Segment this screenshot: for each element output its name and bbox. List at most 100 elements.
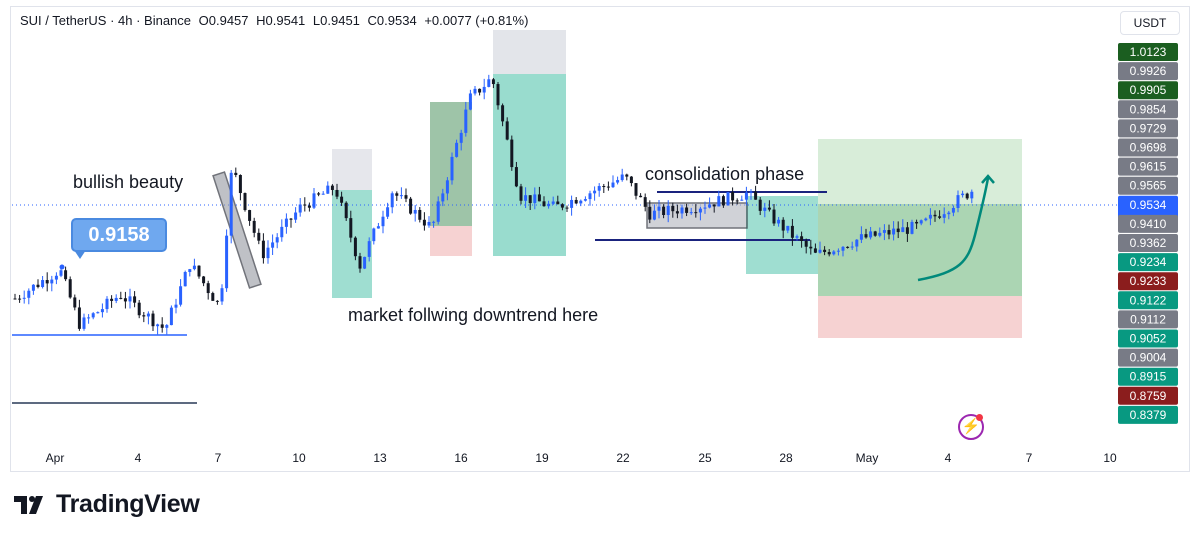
candle-body [616,180,620,183]
candle-body [450,156,454,181]
candle-body [795,236,799,238]
candle-body [197,265,201,277]
candle-body [836,250,840,252]
candle-body [390,193,394,208]
candle-body [878,232,882,236]
candle-body [473,88,477,94]
x-tick-label: 4 [135,451,142,465]
stop-zone [818,296,1022,338]
candle-body [652,210,656,220]
candle-body [110,298,114,301]
candle-body [261,240,265,259]
candle-body [358,256,362,269]
annotation-bullish[interactable]: bullish beauty [73,172,184,192]
candle-body [882,230,886,233]
candle-body [800,236,804,241]
entry-zone [493,74,566,256]
candle-body [413,209,417,214]
candle-body [528,195,532,204]
candle-body [31,284,35,291]
candle-body [114,297,118,301]
candle-body [887,230,891,235]
projection-curve [917,177,990,282]
candle-body [160,324,164,328]
candle-body [491,79,495,85]
change-value: +0.0077 (+0.81%) [424,13,529,28]
candle-body [570,199,574,208]
candle-body [441,193,445,202]
candle-body [786,225,790,231]
candle-body [119,297,123,299]
candle-body [455,142,459,157]
price-label-bg [1118,62,1178,81]
candle-body [639,195,643,198]
annotation-downtrend[interactable]: market follwing downtrend here [348,305,599,325]
price-label: 0.9854 [1130,102,1167,116]
candle-body [583,199,587,201]
x-tick-label: 13 [373,451,387,465]
price-label-bg [1118,272,1178,291]
low-value: L0.9451 [312,13,360,28]
candle-body [436,201,440,222]
candle-body [703,207,707,209]
candle-body [634,183,638,196]
brand-name: TradingView [56,490,200,518]
symbol-label[interactable]: SUI / TetherUS · 4h · Binance [20,13,192,28]
candle-body [827,252,831,255]
candle-body [896,228,900,233]
candle-body [363,256,367,269]
candle-body [312,193,316,208]
candle-body [280,226,284,238]
candle-body [542,201,546,207]
candle-body [427,221,431,226]
candle-body [123,298,127,302]
candle-body [91,313,95,318]
entry-zone [746,196,818,274]
candle-body [547,203,551,207]
candle-body [422,219,426,226]
candle-body [781,219,785,231]
candle-body [238,174,242,194]
consolidation-box [646,202,748,229]
candle-body [432,221,436,223]
price-label-bg [1118,405,1178,424]
candle-body [45,280,49,284]
price-label: 0.9234 [1130,255,1167,269]
candle-body [151,313,155,327]
candle-body [501,105,505,122]
candle-body [464,109,468,133]
candle-body [100,309,104,313]
candle-body [445,180,449,194]
candle-body [620,174,624,181]
candle-body [496,84,500,106]
annotation-consolidation[interactable]: consolidation phase [645,164,805,184]
tradingview-logo[interactable]: TradingView [14,490,200,519]
candle-body [82,317,86,329]
price-callout[interactable]: 0.9158 [71,218,167,252]
candle-body [790,225,794,238]
candle-body [629,176,633,184]
currency-button[interactable]: USDT [1120,11,1180,35]
candle-body [418,209,422,220]
candle-body [27,290,31,298]
candle-body [915,221,919,224]
candle-body [712,204,716,207]
candle-body [643,197,647,207]
candle-body [298,204,302,213]
open-value: O0.9457 [198,13,249,28]
supply-zone [493,30,566,74]
candle-body [330,185,334,190]
candle-body [841,246,845,251]
candle-body [938,216,942,218]
price-label-bg [1118,81,1178,100]
candle-body [487,79,491,87]
candle-body [961,193,965,196]
candle-body [689,212,693,214]
candle-body [174,304,178,308]
candle-body [662,206,666,216]
x-tick-label: 4 [945,451,952,465]
candle-body [657,206,661,211]
supply-zone [332,149,372,190]
candle-body [597,186,601,191]
